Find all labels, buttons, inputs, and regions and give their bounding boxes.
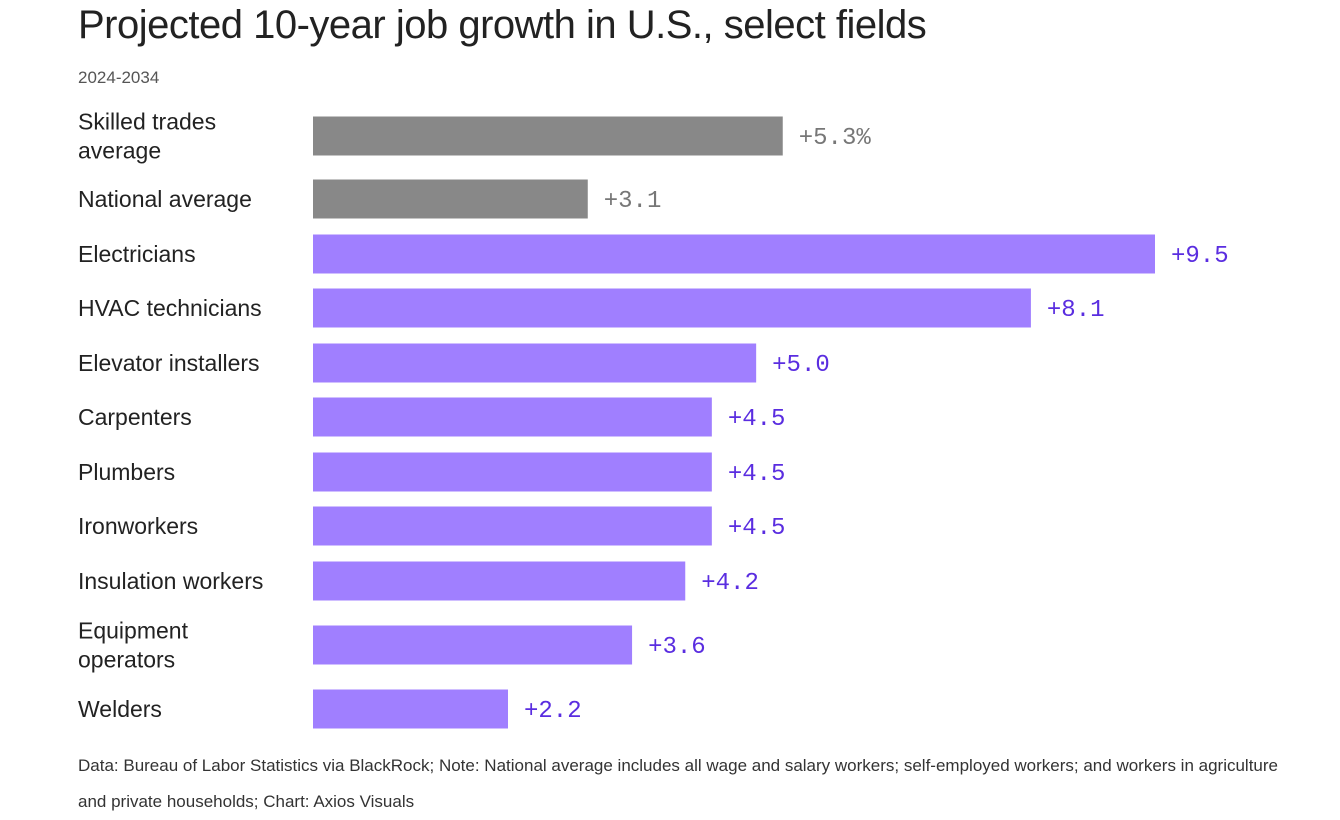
value-label: +3.6 [648, 634, 706, 661]
category-label: Welders [78, 696, 162, 722]
category-label-line: Elevator installers [78, 350, 260, 376]
bar-0 [313, 116, 783, 156]
value-label: +4.5 [728, 515, 786, 542]
bar-6 [313, 452, 712, 492]
category-label: Insulation workers [78, 568, 263, 594]
category-label-line: Insulation workers [78, 568, 263, 594]
category-label-line: Ironworkers [78, 513, 198, 539]
value-label: +4.5 [728, 406, 786, 433]
category-label: Carpenters [78, 404, 192, 430]
chart-subtitle: 2024-2034 [78, 68, 160, 87]
category-label-line: Equipment [78, 618, 189, 644]
bar-2 [313, 234, 1155, 274]
bar-4 [313, 343, 757, 383]
bar-10 [313, 689, 508, 729]
category-label-line: Skilled trades [78, 109, 216, 135]
value-label: +5.3% [799, 125, 872, 152]
category-label-line: HVAC technicians [78, 295, 262, 321]
category-label-line: Plumbers [78, 459, 175, 485]
category-label: Plumbers [78, 459, 175, 485]
value-label: +4.2 [701, 570, 759, 597]
bar-5 [313, 397, 712, 437]
bar-8 [313, 561, 686, 601]
bar-9 [313, 625, 633, 665]
category-label-line: National average [78, 186, 252, 212]
category-label: Skilled trades average [78, 109, 216, 164]
category-label-line: operators [78, 647, 175, 673]
value-label: +3.1 [604, 188, 662, 215]
category-label: HVAC technicians [78, 295, 262, 321]
bar-1 [313, 179, 588, 219]
category-label: Ironworkers [78, 513, 198, 539]
chart-title: Projected 10-year job growth in U.S., se… [78, 3, 927, 47]
value-label: +2.2 [524, 698, 582, 725]
value-label: +5.0 [772, 352, 830, 379]
category-label: Equipment operators [78, 618, 189, 673]
chart-footnote: Data: Bureau of Labor Statistics via Bla… [78, 756, 1279, 811]
category-label: Elevator installers [78, 350, 260, 376]
value-label: +4.5 [728, 461, 786, 488]
bar-3 [313, 288, 1031, 328]
category-label-line: Electricians [78, 241, 196, 267]
value-label: +9.5 [1171, 243, 1229, 270]
value-label: +8.1 [1047, 297, 1105, 324]
category-label: National average [78, 186, 252, 212]
bar-7 [313, 506, 712, 546]
category-label-line: Welders [78, 696, 162, 722]
category-label-line: Carpenters [78, 404, 192, 430]
category-label: Electricians [78, 241, 196, 267]
category-label-line: average [78, 138, 161, 164]
